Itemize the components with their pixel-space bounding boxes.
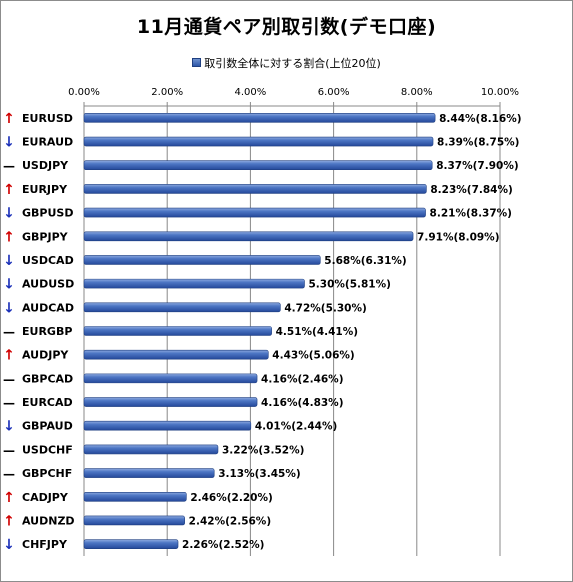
bar-eurcad [83, 397, 258, 407]
labels: 0.00% 2.00% 4.00% 6.00% 8.00% 10.00% 8.44%(8.1… [3, 87, 522, 553]
category-label: GBPUSD [22, 207, 73, 220]
bar-eurjpy [83, 184, 427, 194]
data-label: 4.16%(4.83%) [261, 397, 343, 409]
down-arrow-icon: ↓ [3, 135, 15, 151]
bar-euraud [83, 136, 434, 147]
data-label: 3.13%(3.45%) [218, 468, 300, 480]
data-label: 7.91%(8.09%) [417, 231, 499, 243]
down-arrow-icon: ↓ [3, 253, 15, 269]
up-arrow-icon: ↑ [3, 490, 15, 506]
data-label: 2.46%(2.20%) [190, 492, 272, 504]
x-tick-label: 8.00% [401, 87, 433, 98]
category-label: GBPCHF [22, 467, 72, 480]
down-arrow-icon: ↓ [3, 206, 15, 222]
data-label: 3.22%(3.52%) [222, 444, 304, 456]
flat-trend-icon: — [3, 372, 15, 386]
category-label: EURGBP [22, 325, 72, 338]
category-label: CHFJPY [22, 538, 68, 551]
category-label: AUDJPY [22, 349, 69, 362]
category-label: GBPJPY [22, 230, 69, 243]
data-label: 4.51%(4.41%) [276, 326, 358, 338]
up-arrow-icon: ↑ [3, 348, 15, 364]
category-label: AUDNZD [22, 514, 75, 527]
data-label: 8.21%(8.37%) [430, 208, 512, 220]
chart-title: 11月通貨ペア別取引数(デモ口座) [136, 16, 437, 38]
flat-trend-icon: — [3, 467, 15, 481]
bar-gbpcad [83, 373, 258, 384]
data-label: 8.44%(8.16%) [439, 113, 521, 125]
bar-gbpjpy [83, 231, 414, 242]
data-label: 2.42%(2.56%) [189, 515, 271, 527]
bar-cadjpy [83, 491, 187, 502]
data-label: 5.68%(6.31%) [324, 255, 406, 267]
bar-audjpy [83, 349, 269, 360]
legend-label: 取引数全体に対する割合(上位20位) [204, 57, 381, 70]
category-label: USDCHF [22, 443, 73, 456]
up-arrow-icon: ↑ [3, 182, 15, 198]
category-label: USDCAD [22, 254, 74, 267]
up-arrow-icon: ↑ [3, 229, 15, 245]
category-label: AUDCAD [22, 301, 74, 314]
category-label: EURCAD [22, 396, 73, 409]
bar-audnzd [83, 515, 185, 526]
flat-trend-icon: — [3, 396, 15, 410]
x-tick-label: 2.00% [151, 87, 183, 98]
category-label: GBPCAD [22, 372, 73, 385]
up-arrow-icon: ↑ [3, 111, 15, 127]
x-tick-label: 4.00% [235, 87, 267, 98]
flat-trend-icon: — [3, 325, 15, 339]
bars [83, 113, 436, 549]
data-label: 2.26%(2.52%) [182, 539, 264, 551]
data-label: 4.43%(5.06%) [272, 350, 354, 362]
flat-trend-icon: — [3, 443, 15, 457]
down-arrow-icon: ↓ [3, 300, 15, 316]
category-label: EURAUD [22, 136, 73, 149]
bar-usdchf [83, 444, 219, 455]
data-label: 8.23%(7.84%) [430, 184, 512, 196]
category-label: AUDUSD [22, 278, 74, 291]
category-label: USDJPY [22, 159, 69, 172]
x-tick-label: 6.00% [318, 87, 350, 98]
bar-gbpaud [83, 420, 252, 431]
category-label: EURUSD [22, 112, 73, 125]
bar-audusd [83, 278, 305, 289]
x-tick-label: 0.00% [68, 87, 100, 98]
chart-legend: 取引数全体に対する割合(上位20位) [0, 55, 573, 71]
down-arrow-icon: ↓ [3, 537, 15, 553]
bar-gbpchf [83, 468, 215, 478]
legend-swatch [192, 58, 202, 67]
bar-audcad [83, 302, 281, 313]
bar-usdjpy [83, 160, 433, 171]
bar-eurgbp [83, 326, 272, 336]
flat-trend-icon: — [3, 159, 15, 173]
category-label: EURJPY [22, 183, 68, 196]
bar-usdcad [83, 255, 321, 265]
data-label: 8.39%(8.75%) [437, 137, 519, 149]
category-label: CADJPY [22, 491, 69, 504]
category-label: GBPAUD [22, 420, 73, 433]
data-label: 4.16%(2.46%) [261, 373, 343, 385]
up-arrow-icon: ↑ [3, 513, 15, 529]
data-label: 5.30%(5.81%) [308, 279, 390, 291]
down-arrow-icon: ↓ [3, 277, 15, 293]
down-arrow-icon: ↓ [3, 419, 15, 435]
bar-gbpusd [83, 207, 426, 218]
data-label: 8.37%(7.90%) [436, 160, 518, 172]
bar-chfjpy [83, 539, 179, 549]
data-label: 4.72%(5.30%) [284, 302, 366, 314]
bar-eurusd [83, 113, 436, 123]
data-label: 4.01%(2.44%) [255, 421, 337, 433]
x-tick-label: 10.00% [481, 87, 519, 98]
